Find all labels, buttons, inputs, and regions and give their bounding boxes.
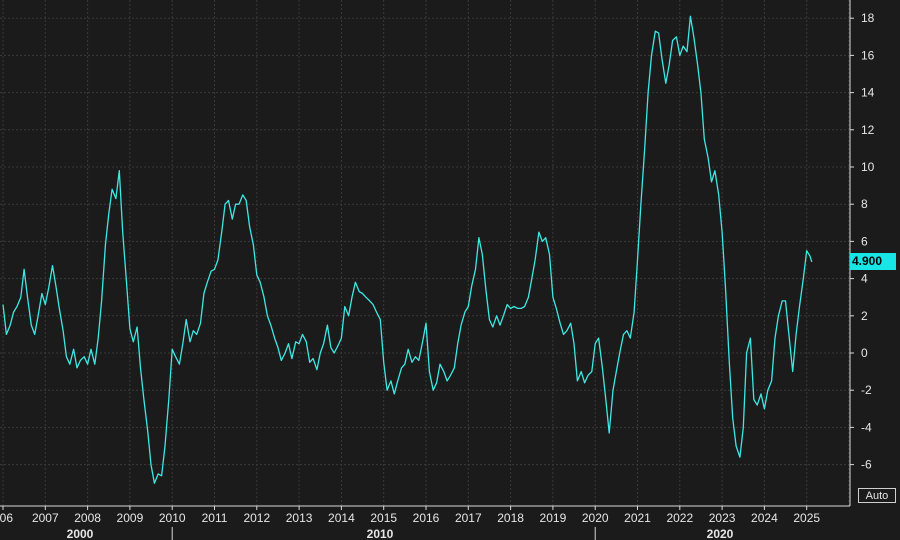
x-tick-label: 2018: [497, 511, 524, 525]
x-tick-label: 006: [0, 511, 13, 525]
plot-area: [0, 0, 850, 506]
y-tick-label: 16: [861, 48, 875, 62]
y-tick-label: 14: [861, 86, 875, 100]
x-tick-label: 2015: [370, 511, 397, 525]
x-tick-label: 2008: [74, 511, 101, 525]
auto-scale-button[interactable]: Auto: [858, 488, 896, 503]
x-tick-label: 2021: [624, 511, 651, 525]
y-tick-label: -4: [861, 420, 872, 434]
decade-label: 2000: [67, 527, 94, 540]
y-tick-label: 10: [861, 160, 875, 174]
series-layer: [2, 15, 813, 484]
y-tick-label: 18: [861, 11, 875, 25]
x-tick-label: 2010: [159, 511, 186, 525]
x-tick-label: 2013: [286, 511, 313, 525]
y-tick-label: 4: [861, 272, 868, 286]
y-tick-label: -2: [861, 383, 872, 397]
series-line: [2, 15, 813, 484]
x-tick-label: 2019: [540, 511, 567, 525]
y-tick-label: 8: [861, 197, 868, 211]
y-tick-label: 0: [861, 346, 868, 360]
decade-label: 2010: [367, 527, 394, 540]
grid-lines: [0, 0, 850, 506]
y-tick-label: 2: [861, 309, 868, 323]
decade-label: 2020: [707, 527, 734, 540]
x-tick-label: 2025: [793, 511, 820, 525]
x-tick-label: 2017: [455, 511, 482, 525]
last-value-badge: 4.900: [850, 253, 896, 270]
y-tick-label: -6: [861, 458, 872, 472]
y-tick-label: 6: [861, 234, 868, 248]
x-tick-label: 2014: [328, 511, 355, 525]
x-tick-label: 2011: [202, 511, 228, 525]
x-tick-label: 2024: [751, 511, 778, 525]
x-tick-label: 2020: [582, 511, 609, 525]
x-tick-label: 2009: [117, 511, 144, 525]
x-tick-label: 2007: [32, 511, 59, 525]
y-axis-ticks: -6 -4 -2 0 2 4 6 8 10 12 14 16 18: [850, 11, 875, 472]
y-tick-label: 12: [861, 123, 875, 137]
x-tick-label: 2022: [666, 511, 693, 525]
x-tick-label: 2012: [243, 511, 270, 525]
x-tick-label: 2023: [709, 511, 736, 525]
decade-labels: 2000 2010 2020: [67, 527, 734, 540]
x-tick-label: 2016: [413, 511, 440, 525]
x-axis-ticks: 006 2007 2008 2009 2010 2011 2012 2013 2014 2015 2…: [0, 506, 820, 525]
